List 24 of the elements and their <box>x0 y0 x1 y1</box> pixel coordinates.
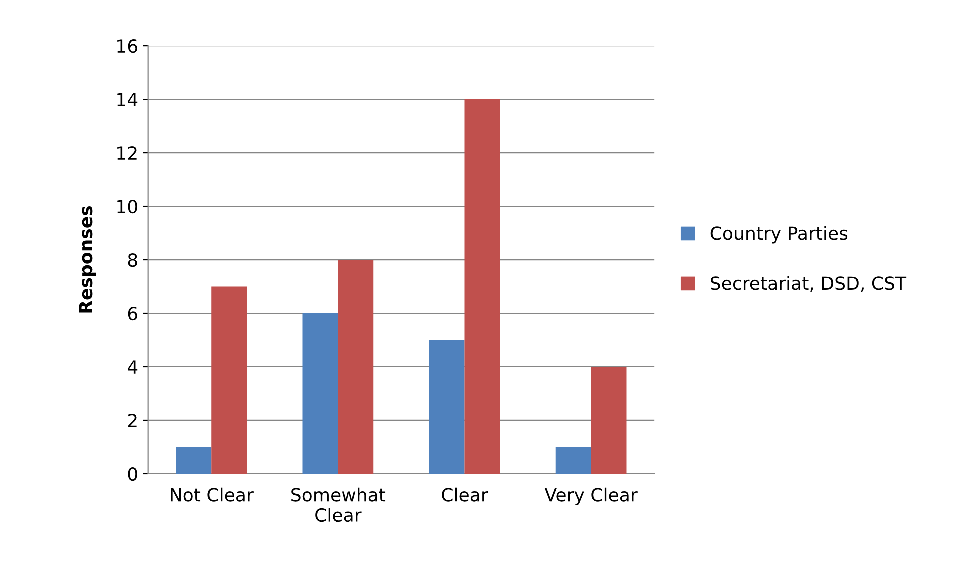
y-tick-label: 12 <box>118 146 137 160</box>
y-tick-label: 4 <box>128 360 138 374</box>
y-tick-label: 16 <box>118 40 138 54</box>
legend-label: Secretariat, DSD, CST <box>711 276 907 292</box>
x-tick-label: Not Clear <box>171 488 254 502</box>
bar <box>176 447 212 474</box>
y-axis-title: Responses <box>79 206 96 313</box>
bar <box>429 340 465 474</box>
bar <box>556 447 592 474</box>
y-tick-label: 0 <box>128 467 138 482</box>
bar <box>338 260 374 474</box>
y-tick-label: 10 <box>118 200 138 214</box>
x-tick-label: Clear <box>442 488 488 502</box>
bar <box>591 367 627 474</box>
y-tick-label: 8 <box>128 253 138 268</box>
legend-label: Country Parties <box>710 226 848 244</box>
bar <box>302 314 338 474</box>
bar <box>212 286 248 474</box>
x-tick-label: Very Clear <box>544 488 638 506</box>
y-tick-label: 6 <box>128 306 138 321</box>
y-tick-label: 2 <box>128 414 137 428</box>
bar <box>464 100 500 474</box>
y-tick-label: 14 <box>118 93 138 106</box>
x-tick-label: Somewhat Clear <box>292 488 386 522</box>
